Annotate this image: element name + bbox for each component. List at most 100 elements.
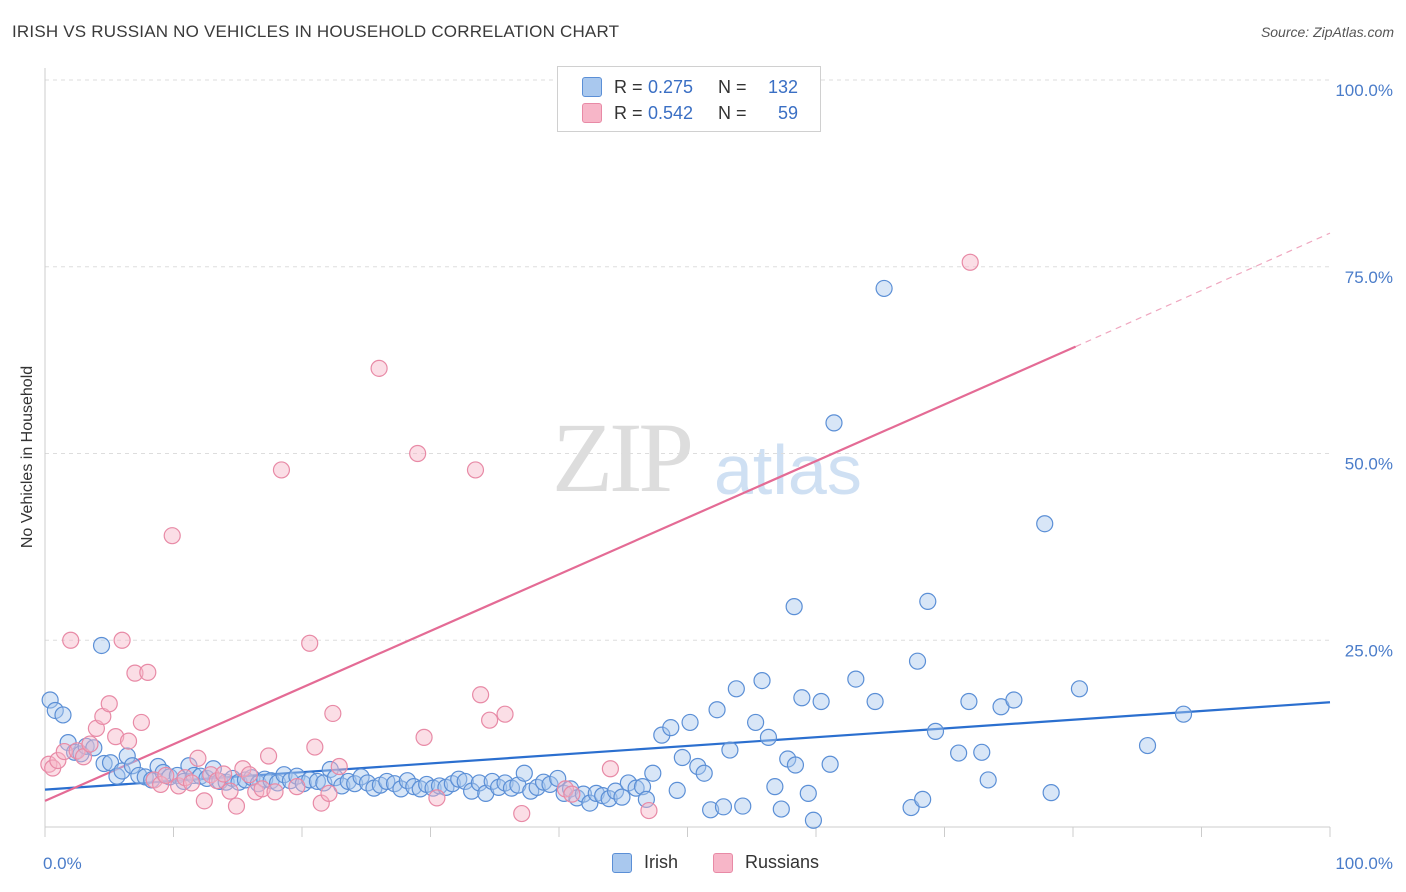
irish-point <box>41 691 59 709</box>
irish-point <box>662 719 680 737</box>
irish-point <box>926 722 945 740</box>
irish-point <box>702 801 720 819</box>
russian-point <box>428 789 446 807</box>
irish-point <box>130 766 148 785</box>
irish-r-value: 0.275 <box>648 76 694 97</box>
russian-point <box>49 751 67 770</box>
irish-point <box>1005 691 1023 709</box>
russian-point <box>601 760 620 778</box>
russian-point <box>182 774 201 792</box>
irish-point <box>804 811 823 829</box>
russian-point <box>961 253 979 271</box>
russian-point <box>370 359 388 377</box>
russian-point <box>107 728 125 746</box>
russians-n-value: 59 <box>777 102 798 123</box>
irish-point <box>708 701 726 719</box>
irish-point <box>95 754 113 773</box>
russian-point <box>221 782 239 800</box>
irish-point <box>772 800 790 818</box>
irish-point <box>950 744 968 762</box>
russian-trend-line <box>44 345 1077 802</box>
russian-point <box>466 461 485 479</box>
russian-point <box>240 766 258 784</box>
russian-point <box>189 749 207 767</box>
irish-point <box>256 770 274 788</box>
irish-point <box>637 790 655 808</box>
irish-point <box>747 713 765 732</box>
irish-point <box>275 766 293 784</box>
irish-point <box>1138 736 1157 755</box>
russian-point <box>132 713 150 732</box>
russian-point <box>100 695 118 713</box>
irish-point <box>766 778 784 796</box>
irish-point <box>456 772 474 791</box>
irish-point <box>346 775 364 793</box>
irish-point <box>673 748 691 767</box>
russian-point <box>496 705 514 723</box>
legend-row-russians: R = 0.542 N = 59 <box>582 101 798 125</box>
irish-point <box>627 779 645 797</box>
irish-point <box>405 778 423 796</box>
russian-point <box>481 711 499 729</box>
irish-point <box>1070 680 1089 698</box>
irish-point <box>398 772 416 790</box>
russian-point <box>409 444 427 463</box>
russian-point <box>215 765 233 783</box>
legend-row-irish: R = 0.275 N = 132 <box>582 75 798 99</box>
irish-n-label: N = <box>718 76 747 97</box>
irish-point <box>92 636 111 655</box>
russian-point <box>288 778 306 796</box>
irish-point <box>785 598 803 616</box>
grid-lines <box>45 79 1330 641</box>
irish-point <box>1036 515 1054 533</box>
irish-swatch <box>582 77 602 97</box>
russians-r-label: R = <box>614 102 643 123</box>
russian-point <box>62 631 80 649</box>
russian-point <box>513 804 531 823</box>
y-tick-label: 100.0% <box>1335 81 1393 100</box>
russians-n-label: N = <box>718 102 747 123</box>
russian-point <box>415 728 433 746</box>
irish-point <box>339 772 357 791</box>
irish-point <box>515 764 533 782</box>
irish-point <box>753 671 771 690</box>
irish-point <box>919 592 937 611</box>
irish-point <box>606 782 625 800</box>
irish-point <box>812 692 830 711</box>
russian-point <box>306 738 324 756</box>
irish-point <box>681 713 699 732</box>
russian-point <box>55 742 73 761</box>
irish-point <box>54 706 72 724</box>
irish-point <box>695 764 713 782</box>
irish-point <box>1042 784 1060 802</box>
irish-point <box>973 743 991 761</box>
irish-point <box>581 794 599 812</box>
watermark-zip: ZIP <box>552 402 694 513</box>
irish-point <box>587 784 605 802</box>
russian-point <box>253 780 271 798</box>
irish-point <box>308 772 327 791</box>
russian-point <box>152 775 170 794</box>
irish-point <box>793 689 811 707</box>
bottom-irish-label: Irish <box>644 852 679 872</box>
russian-point <box>563 785 581 803</box>
irish-point <box>847 670 865 688</box>
russian-point <box>259 747 278 765</box>
russian-point <box>234 760 252 778</box>
russian-point <box>320 784 338 802</box>
russian-point <box>472 686 490 704</box>
russian-point <box>157 766 175 785</box>
chart-source: Source: ZipAtlas.com <box>1260 24 1394 40</box>
irish-point <box>668 781 686 799</box>
x-tick-label: 100.0% <box>1335 854 1393 873</box>
irish-point <box>721 741 739 759</box>
irish-n-value: 132 <box>767 76 798 97</box>
correlation-legend: R = 0.275 N = 132 R = 0.542 N = 59 <box>557 66 821 132</box>
irish-point <box>689 757 707 776</box>
data-points <box>40 253 1193 829</box>
russian-point <box>195 792 213 810</box>
y-tick-label: 25.0% <box>1345 641 1393 660</box>
chart-title: IRISH VS RUSSIAN NO VEHICLES IN HOUSEHOL… <box>12 22 620 41</box>
irish-point <box>960 692 978 711</box>
irish-point <box>714 798 733 816</box>
